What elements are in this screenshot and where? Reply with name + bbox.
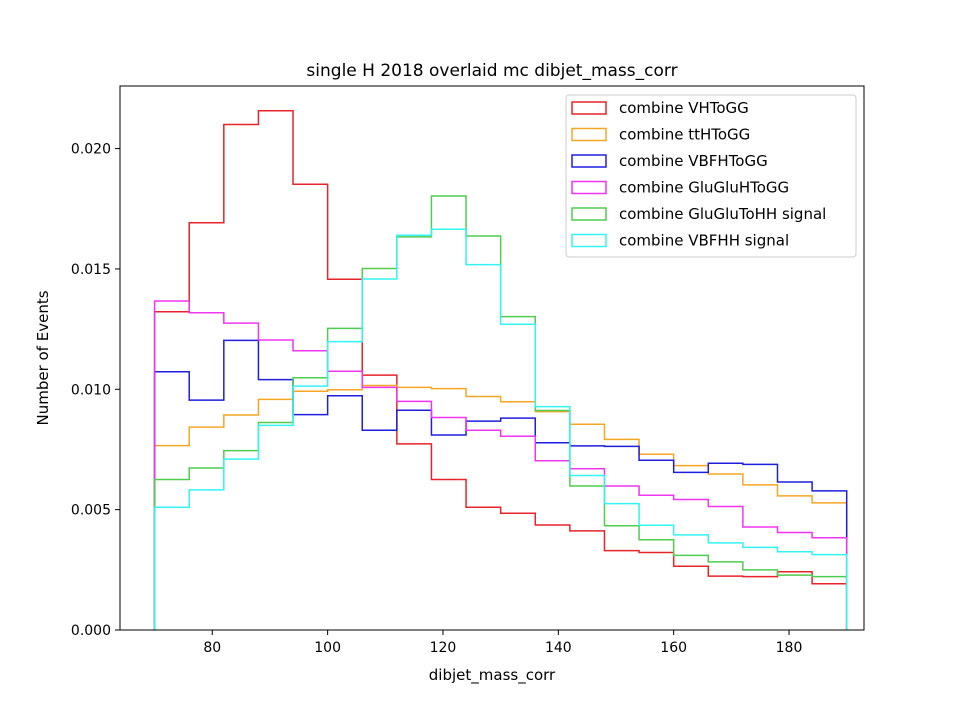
x-axis-label: dibjet_mass_corr	[429, 666, 556, 685]
legend-label-3: combine GluGluHToGG	[619, 179, 789, 197]
legend-swatch-0	[571, 101, 607, 115]
y-axis: 0.000 0.005 0.010 0.015 0.020	[71, 142, 120, 639]
y-tick-label: 0.015	[71, 262, 111, 278]
legend-label-2: combine VBFHToGG	[619, 152, 768, 170]
x-tick-label: 120	[430, 640, 457, 656]
series-line-2	[153, 339, 848, 630]
series-line-5	[153, 228, 848, 630]
series-line-1	[153, 384, 848, 630]
x-tick-label: 80	[203, 640, 221, 656]
legend-label-4: combine GluGluToHH signal	[619, 205, 826, 223]
series-line-3	[153, 300, 848, 630]
legend-swatch-3	[571, 180, 607, 195]
series-line-0	[153, 110, 848, 630]
legend-swatch-1	[571, 127, 607, 142]
y-tick-label: 0.010	[71, 382, 111, 398]
legend-label-5: combine VBFHH signal	[619, 232, 789, 250]
legend-label-1: combine ttHToGG	[619, 126, 750, 144]
legend-swatch-5	[571, 233, 607, 248]
plot-area	[153, 110, 848, 630]
x-tick-label: 140	[545, 640, 572, 656]
y-tick-label: 0.020	[71, 142, 111, 158]
legend-box	[565, 94, 857, 258]
chart-title: single H 2018 overlaid mc dibjet_mass_co…	[306, 61, 677, 81]
y-tick-label: 0.000	[71, 623, 111, 639]
axes-frame	[119, 85, 865, 631]
y-axis-label: Number of Events	[34, 290, 52, 425]
legend-swatch-2	[571, 154, 607, 168]
legend: combine VHToGG combine ttHToGG combine VBF…	[565, 94, 857, 258]
y-tick-label: 0.005	[71, 503, 111, 519]
x-tick-label: 160	[660, 640, 687, 656]
legend-label-0: combine VHToGG	[619, 99, 749, 117]
x-axis: 80 100 120 140 160 180	[203, 630, 802, 656]
legend-swatch-4	[571, 207, 607, 221]
x-tick-label: 100	[314, 640, 341, 656]
x-tick-label: 180	[776, 640, 803, 656]
